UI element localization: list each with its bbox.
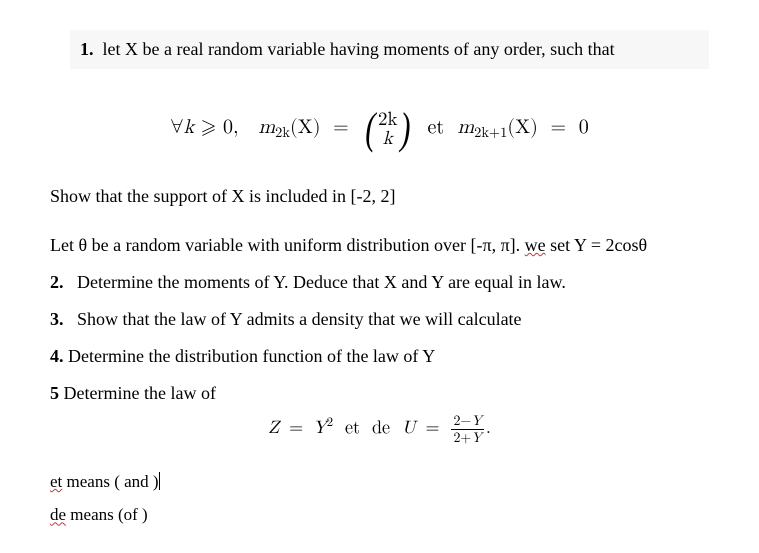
forall-sym: ∀: [170, 117, 183, 137]
et-word: et: [428, 117, 445, 137]
question-2: 2. Determine the moments of Y. Deduce th…: [50, 269, 709, 296]
Y-base: Y: [313, 419, 327, 437]
var-k: k: [184, 117, 195, 137]
main-equation: ∀k ⩾ 0, m2k(X) = (2kk) et m2k+1(X) = 0: [50, 109, 709, 149]
text-cursor[interactable]: [159, 472, 160, 490]
sub-2k: 2k: [275, 125, 290, 140]
wavy-de: de: [50, 505, 66, 524]
binom-bot: k: [378, 129, 398, 148]
question-5: 5 Determine the law of: [50, 380, 709, 407]
eqZ: =: [285, 419, 307, 437]
et2: et: [345, 419, 360, 437]
q4-text: Determine the distribution function of t…: [68, 346, 435, 366]
sup-2: 2: [327, 416, 333, 429]
frac-bot-a: 2+: [453, 431, 471, 445]
eq2: =: [545, 117, 573, 137]
q5-text: Determine the law of: [64, 383, 216, 403]
ofX2: (X): [507, 117, 538, 137]
U-var: U: [402, 419, 416, 437]
q3-number: 3.: [50, 309, 64, 329]
frac-top-b: Y: [471, 414, 482, 428]
support-line: Show that the support of X is included i…: [50, 183, 709, 210]
note-de: de means (of ): [50, 502, 709, 528]
theta-pre: Let θ be a random variable with uniform …: [50, 235, 525, 255]
eq1: =: [327, 117, 355, 137]
eq-ZU: Z = Y2 et de U = 2−Y 2+Y .: [50, 413, 709, 445]
binomial: (2kk): [361, 109, 414, 149]
de-rest: means (of ): [66, 505, 148, 524]
fraction: 2−Y 2+Y: [451, 414, 483, 445]
frac-bot-b: Y: [471, 431, 482, 445]
frac-top-a: 2−: [453, 414, 471, 428]
wavy-et: et: [50, 472, 62, 491]
q2-number: 2.: [50, 272, 64, 292]
q5-number: 5: [50, 383, 59, 403]
Z-var: Z: [268, 419, 279, 437]
zero-rhs: 0: [579, 117, 589, 137]
note-et: et means ( and ): [50, 469, 709, 495]
q3-text: Show that the law of Y admits a density …: [77, 309, 522, 329]
document-page: 1. let X be a real random variable havin…: [0, 0, 759, 548]
question-3: 3. Show that the law of Y admits a densi…: [50, 306, 709, 333]
eqU: =: [421, 419, 443, 437]
et-rest: means ( and ): [62, 472, 158, 491]
q1-text: let X be a real random variable having m…: [103, 39, 615, 59]
binom-top: 2k: [378, 110, 398, 129]
wavy-we: we: [525, 235, 546, 255]
m2: m: [457, 117, 474, 137]
theta-post: set Y = 2cosθ: [546, 235, 647, 255]
sub-2k1: 2k+1: [474, 125, 507, 140]
zero-comma: 0,: [223, 117, 239, 137]
q2-text: Determine the moments of Y. Deduce that …: [77, 272, 566, 292]
theta-line: Let θ be a random variable with uniform …: [50, 232, 709, 259]
q1-number: 1.: [80, 39, 94, 59]
final-period: .: [486, 419, 491, 437]
ofX1: (X): [290, 117, 321, 137]
q4-number: 4.: [50, 346, 64, 366]
geq-sym: ⩾: [201, 117, 217, 137]
question-4: 4. Determine the distribution function o…: [50, 343, 709, 370]
m1: m: [258, 117, 275, 137]
question-1-box: 1. let X be a real random variable havin…: [70, 30, 709, 69]
de-word: de: [372, 419, 390, 437]
